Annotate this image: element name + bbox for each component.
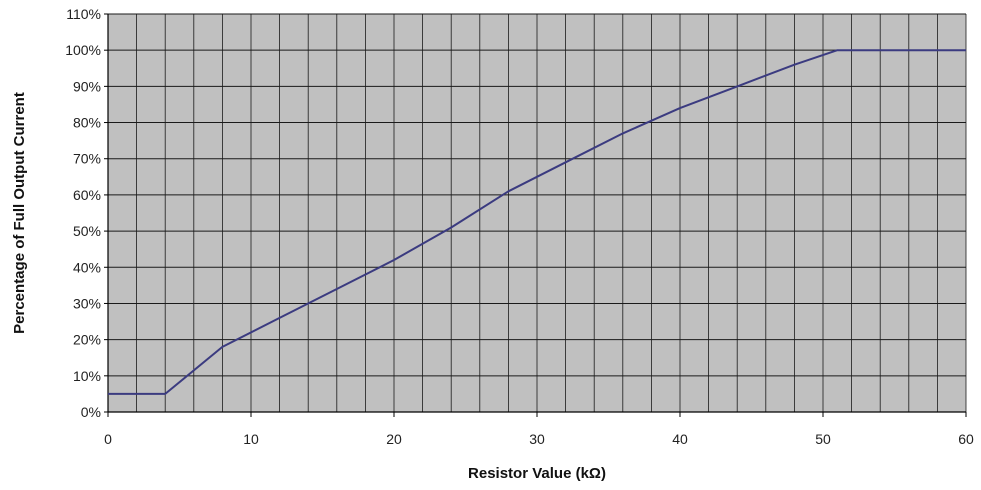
y-tick-label: 60% xyxy=(73,187,101,203)
x-tick-label: 50 xyxy=(815,431,831,447)
y-tick-label: 70% xyxy=(73,151,101,167)
x-tick-label: 10 xyxy=(243,431,259,447)
y-tick-label: 110% xyxy=(66,6,101,22)
y-axis-tick-labels: 0% 10% 20% 30% 40% 50% 60% 70% 80% 90% 100% 110% xyxy=(65,6,108,420)
x-tick-label: 40 xyxy=(672,431,688,447)
y-tick-label: 20% xyxy=(73,332,101,348)
x-axis-title: Resistor Value (kΩ) xyxy=(468,465,606,482)
x-tick-label: 20 xyxy=(386,431,402,447)
y-tick-label: 50% xyxy=(73,223,101,239)
series-line xyxy=(108,49,966,395)
x-minor-gridlines xyxy=(107,14,967,412)
y-tick-label: 10% xyxy=(73,368,101,384)
y-tick-label: 100% xyxy=(65,42,101,58)
y-tick-label: 90% xyxy=(73,78,101,94)
series-layer xyxy=(108,49,966,395)
x-axis-tick-labels: 0 10 20 30 40 50 60 xyxy=(104,412,974,447)
y-tick-label: 0% xyxy=(81,404,101,420)
y-axis-title: Percentage of Full Output Current xyxy=(11,92,28,334)
x-tick-label: 60 xyxy=(958,431,974,447)
x-tick-label: 30 xyxy=(529,431,545,447)
y-tick-label: 80% xyxy=(73,115,101,131)
x-tick-label: 0 xyxy=(104,431,112,447)
y-tick-label: 30% xyxy=(73,295,101,311)
y-tick-label: 40% xyxy=(73,259,101,275)
